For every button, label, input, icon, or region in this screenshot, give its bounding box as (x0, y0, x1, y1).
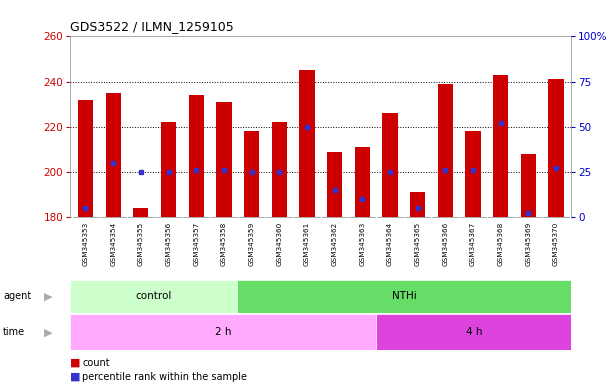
Text: GSM345354: GSM345354 (110, 222, 116, 266)
Text: GSM345368: GSM345368 (498, 222, 503, 266)
Text: GSM345367: GSM345367 (470, 222, 476, 266)
Bar (106, 93, 121, 217)
Text: GSM345369: GSM345369 (525, 222, 532, 266)
Text: GSM345364: GSM345364 (387, 222, 393, 266)
Bar (272, 122, 287, 217)
Text: count: count (82, 358, 110, 368)
Bar (70, 280, 237, 313)
Text: control: control (136, 291, 172, 301)
Text: GSM345370: GSM345370 (553, 222, 559, 266)
Bar (70, 314, 376, 350)
Text: GSM345361: GSM345361 (304, 222, 310, 266)
Text: percentile rank within the sample: percentile rank within the sample (82, 372, 247, 382)
Bar (189, 95, 204, 217)
Bar (133, 208, 148, 217)
Text: GSM345356: GSM345356 (166, 222, 172, 266)
Bar (237, 280, 571, 313)
Bar (493, 75, 508, 217)
Text: GSM345359: GSM345359 (249, 222, 255, 266)
Text: GSM345358: GSM345358 (221, 222, 227, 266)
Bar (78, 100, 93, 217)
Bar (354, 147, 370, 217)
Bar (466, 131, 481, 217)
Text: GSM345355: GSM345355 (138, 222, 144, 266)
Text: ■: ■ (70, 358, 81, 368)
Text: GSM345360: GSM345360 (276, 222, 282, 266)
Text: GSM345365: GSM345365 (415, 222, 420, 266)
Bar (382, 113, 398, 217)
Text: GSM345363: GSM345363 (359, 222, 365, 266)
Bar (437, 84, 453, 217)
Text: ■: ■ (70, 372, 81, 382)
Text: 2 h: 2 h (215, 327, 232, 337)
Text: 4 h: 4 h (466, 327, 482, 337)
Bar (216, 102, 232, 217)
Bar (327, 152, 342, 217)
Text: time: time (3, 327, 25, 337)
Text: GDS3522 / ILMN_1259105: GDS3522 / ILMN_1259105 (70, 20, 234, 33)
Bar (299, 70, 315, 217)
Text: NTHi: NTHi (392, 291, 417, 301)
Bar (549, 79, 564, 217)
Bar (244, 131, 259, 217)
Text: ▶: ▶ (44, 327, 53, 337)
Text: ▶: ▶ (44, 291, 53, 301)
Text: GSM345362: GSM345362 (332, 222, 338, 266)
Text: GSM345353: GSM345353 (82, 222, 89, 266)
Text: agent: agent (3, 291, 31, 301)
Bar (161, 122, 176, 217)
Bar (376, 314, 571, 350)
Text: GSM345366: GSM345366 (442, 222, 448, 266)
Bar (521, 154, 536, 217)
Text: GSM345357: GSM345357 (193, 222, 199, 266)
Bar (410, 192, 425, 217)
